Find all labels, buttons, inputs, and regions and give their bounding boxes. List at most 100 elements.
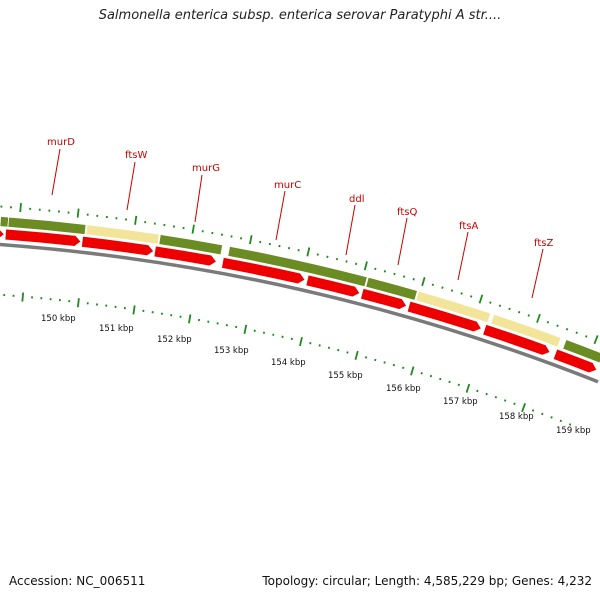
minor-tick [494,396,498,399]
minor-tick [401,366,405,370]
minor-tick [531,409,535,412]
gene-label-ftsZ: ftsZ [534,238,553,249]
kbp-label: 157 kbp [443,397,478,407]
minor-tick [412,278,415,281]
minor-tick [489,301,492,304]
label-leader-line [397,217,408,266]
minor-tick [556,324,559,327]
cds-arrow [552,348,598,374]
minor-tick [585,335,588,338]
minor-tick [402,275,406,278]
minor-tick [498,304,502,307]
minor-tick [546,321,550,324]
minor-tick [383,270,387,273]
backbone-arc [0,242,599,384]
major-tick [188,314,192,324]
minor-tick [565,327,569,331]
minor-tick [476,389,479,393]
minor-tick [568,423,572,426]
gene-segment [7,216,87,235]
major-tick [465,383,471,393]
cds-arrow [153,245,218,267]
major-tick [132,305,136,315]
kbp-label: 158 kbp [499,412,534,422]
minor-tick [429,374,433,378]
major-tick [478,294,484,304]
backbone-line [0,242,599,384]
gene-label-ddl: ddl [349,194,364,205]
major-tick [191,224,195,234]
major-tick [243,324,248,334]
accession-text: Accession: NC_006511 [9,574,146,588]
minor-tick [374,358,377,362]
gene-track [0,216,600,364]
minor-tick [383,361,386,364]
minor-tick [457,383,460,387]
gene-segment [158,234,224,256]
minor-tick [559,419,563,423]
minor-tick [431,283,434,287]
major-tick [421,276,426,287]
inner-tick-ring [3,292,572,426]
cds-arrow [0,228,5,239]
kbp-label: 159 kbp [556,426,591,436]
minor-tick [485,392,488,396]
minor-tick [393,272,396,276]
gene-label-murC: murC [274,180,301,191]
cds-track [0,228,598,374]
minor-tick [541,412,544,416]
kbp-label: 154 kbp [271,358,306,368]
minor-tick [439,377,442,381]
gene-segment [365,276,418,301]
kbp-label: 151 kbp [99,324,134,334]
outer-tick-ring [0,202,599,345]
minor-tick [420,372,423,375]
major-tick [363,261,368,271]
minor-tick [508,307,511,311]
minor-tick [441,286,444,289]
cds-arrow [80,235,155,257]
kbp-label: 150 kbp [41,314,76,324]
kbp-scale-labels: 150 kbp 151 kbp 152 kbp 153 kbp 154 kbp 155 k… [41,314,591,436]
label-leader-line [194,174,203,223]
map-title: Salmonella enterica subsp. enterica sero… [98,8,502,23]
label-leader-line [51,148,61,196]
kbp-label: 155 kbp [328,371,363,381]
kbp-label: 152 kbp [157,335,192,345]
gene-segment [0,216,10,228]
major-tick [593,335,599,345]
major-tick [76,298,80,308]
minor-tick [513,402,516,406]
gene-label-ftsW: ftsW [125,150,147,161]
cds-arrow [482,323,551,356]
label-leader-line [531,248,544,299]
gene-segment [415,290,492,324]
major-tick [306,247,311,257]
gene-label-ftsQ: ftsQ [397,207,417,218]
major-tick [76,208,80,218]
gene-label-murG: murG [192,163,220,174]
minor-tick [392,363,395,367]
major-tick [521,403,526,413]
major-tick [299,336,303,347]
major-tick [410,366,415,376]
minor-tick [346,351,349,354]
gene-labels: murD ftsW murG murC ddl ftsQ ftsA ftsZ [47,137,553,299]
major-tick [536,313,541,323]
major-tick [134,215,138,225]
gene-segment [490,313,562,348]
gene-segment [85,224,160,245]
cds-arrow [360,287,408,310]
cds-arrow [220,256,306,285]
minor-tick [575,331,578,335]
minor-tick [517,310,521,314]
major-tick [21,292,25,302]
gene-label-ftsA: ftsA [459,221,478,232]
cds-arrow [305,274,361,298]
minor-tick [364,356,368,359]
minor-tick [527,314,530,317]
minor-tick [374,267,377,270]
minor-tick [470,295,473,298]
major-tick [19,202,22,213]
